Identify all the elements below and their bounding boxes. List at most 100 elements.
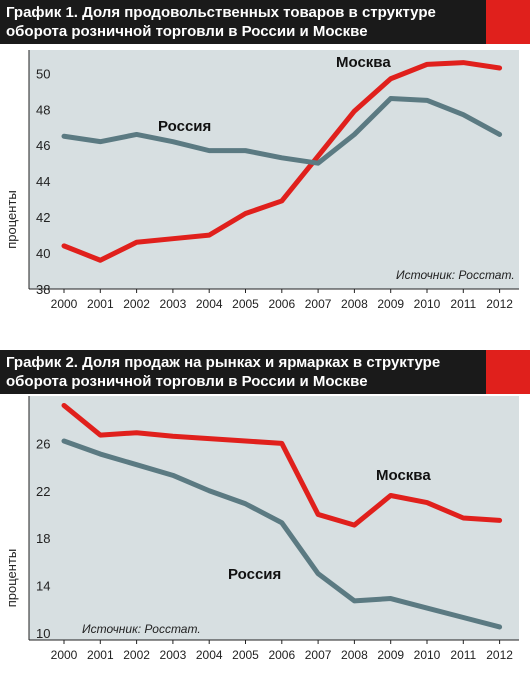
chart-1-x-tick-label: 2001: [87, 297, 114, 311]
chart-1-data-point: [280, 156, 284, 160]
chart-1-data-point: [316, 154, 320, 158]
chart-2-data-point: [62, 439, 66, 443]
chart-1-y-tick-label: 42: [36, 210, 50, 225]
chart-2-data-point: [98, 452, 102, 456]
chart-1-data-point: [62, 244, 66, 248]
chart-2-data-point: [62, 403, 66, 407]
chart-2-data-point: [316, 572, 320, 576]
chart-2-y-tick-label: 22: [36, 484, 50, 499]
chart-1-data-point: [461, 113, 465, 117]
chart-2-x-tick-label: 2002: [123, 648, 150, 662]
chart-1-y-tick-label: 50: [36, 66, 50, 81]
chart-1-x-tick-label: 2008: [341, 297, 368, 311]
chart-1-data-point: [207, 149, 211, 153]
chart-2-data-point: [135, 431, 139, 435]
chart-1-x-tick-label: 2010: [414, 297, 441, 311]
chart-2-data-point: [389, 493, 393, 497]
chart-2-plot: 10 14 18 22 26 проценты 2000 2001 2002 2003 2004 20…: [4, 396, 519, 662]
chart-1-data-point: [352, 109, 356, 113]
chart-1-accent-block: [486, 0, 530, 44]
chart-1-data-point: [207, 233, 211, 237]
chart-2-data-point: [461, 615, 465, 619]
chart-2-data-point: [461, 516, 465, 520]
chart-1-x-tick-label: 2003: [160, 297, 187, 311]
chart-2-series-label-moscow: Москва: [376, 467, 431, 484]
chart-2-data-point: [352, 523, 356, 527]
chart-1-data-point: [389, 77, 393, 81]
chart-2-data-point: [207, 437, 211, 441]
chart-2-data-point: [389, 597, 393, 601]
chart-2-x-tick-label: 2000: [51, 648, 78, 662]
chart-1-data-point: [171, 140, 175, 144]
chart-1-data-point: [135, 132, 139, 136]
chart-2-title: График 2. Доля продаж на рынках и ярмарк…: [6, 354, 441, 390]
chart-2-data-point: [352, 599, 356, 603]
chart-1-x-tick-label: 2012: [486, 297, 513, 311]
chart-1-data-point: [461, 61, 465, 65]
chart-1-y-tick-label: 48: [36, 102, 50, 117]
chart-1-x-tick-label: 2011: [450, 297, 476, 311]
chart-1-y-tick-label: 38: [36, 282, 50, 297]
chart-1-x-tick-label: 2000: [51, 297, 78, 311]
chart-2-x-tick-label: 2004: [196, 648, 223, 662]
chart-2-x-tick-label: 2012: [486, 648, 513, 662]
chart-2-x-tick-label: 2010: [414, 648, 441, 662]
chart-2-x-tick-label: 2001: [87, 648, 114, 662]
chart-2-data-point: [425, 501, 429, 505]
chart-2-data-point: [244, 502, 247, 506]
chart-2-x-tick-label: 2009: [377, 648, 404, 662]
chart-1-x-tick-label: 2007: [305, 297, 332, 311]
chart-2-series-label-russia: Россия: [228, 566, 281, 583]
chart-2-y-axis-label: проценты: [4, 549, 19, 608]
chart-1-y-axis-label: проценты: [4, 190, 19, 249]
chart-1-title: График 1. Доля продовольственных товаров…: [6, 4, 436, 40]
chart-2-y-tick-label: 10: [36, 626, 50, 641]
chart-1-data-point: [425, 62, 429, 66]
chart-2-data-point: [280, 441, 284, 445]
chart-2-x-tick-label: 2005: [232, 648, 259, 662]
chart-1-plot: 38 40 42 44 46 48 50 проценты 2000 2001 2002 2003 20…: [4, 50, 519, 311]
chart-2-x-tick-label: 2011: [450, 648, 476, 662]
chart-panel-2: График 2. Доля продаж на рынках и ярмарк…: [0, 350, 530, 677]
chart-2-x-tick-label: 2008: [341, 648, 368, 662]
chart-1-y-tick-label: 46: [36, 138, 50, 153]
chart-2-x-tick-label: 2007: [305, 648, 332, 662]
chart-1-x-tick-label: 2006: [268, 297, 295, 311]
chart-panel-1: График 1. Доля продовольственных товаров…: [0, 0, 530, 326]
chart-1-data-point: [135, 240, 139, 244]
chart-2-title-bar: График 2. Доля продаж на рынках и ярмарк…: [0, 350, 530, 394]
chart-1-y-tick-label: 40: [36, 246, 50, 261]
chart-1-data-point: [171, 237, 175, 241]
chart-1-data-point: [498, 132, 502, 136]
chart-2-y-tick-label: 26: [36, 436, 50, 451]
chart-2-data-point: [498, 518, 502, 522]
chart-1-data-point: [98, 258, 102, 262]
chart-1-y-tick-label: 44: [36, 174, 50, 189]
chart-1-data-point: [389, 97, 393, 101]
chart-1-series-label-moscow: Москва: [336, 54, 391, 71]
chart-2-data-point: [207, 489, 211, 493]
chart-2-data-point: [171, 473, 175, 477]
chart-1-x-tick-label: 2005: [232, 297, 259, 311]
chart-2-data-point: [280, 521, 284, 525]
chart-2-data-point: [98, 433, 102, 437]
chart-1-data-point: [244, 212, 247, 216]
chart-2-y-tick-label: 18: [36, 531, 50, 546]
chart-2-x-tick-label: 2003: [160, 648, 187, 662]
chart-1-data-point: [244, 149, 247, 153]
chart-2-data-point: [316, 512, 320, 516]
chart-1-data-point: [352, 132, 356, 136]
chart-2-y-tick-label: 14: [36, 579, 50, 594]
chart-1-series-label-russia: Россия: [158, 118, 211, 135]
chart-1-data-point: [98, 140, 102, 144]
chart-1-data-point: [425, 98, 429, 102]
chart-2-data-point: [135, 463, 139, 467]
chart-2-data-point: [171, 434, 175, 438]
chart-1-x-tick-label: 2004: [196, 297, 223, 311]
chart-1-data-point: [62, 134, 66, 138]
chart-1-data-point: [280, 199, 284, 203]
chart-1-x-tick-label: 2009: [377, 297, 404, 311]
chart-1-source: Источник: Росстат.: [396, 268, 515, 282]
chart-2-source: Источник: Росстат.: [82, 622, 201, 636]
chart-2-x-tick-label: 2006: [268, 648, 295, 662]
